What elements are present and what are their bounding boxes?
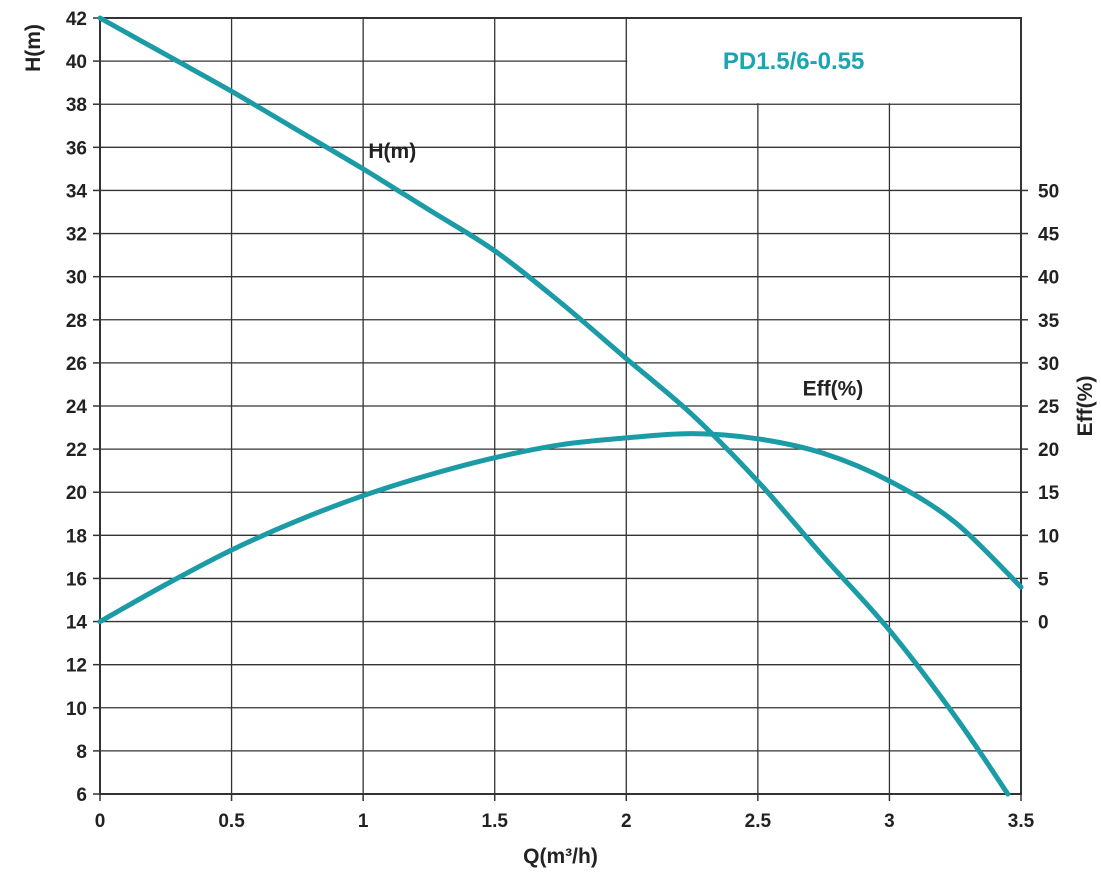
y-tick-label: 6 [76, 785, 87, 806]
y2-tick-label: 45 [1038, 225, 1060, 246]
y-tick-label: 38 [66, 95, 87, 116]
y-tick-label: 42 [66, 9, 87, 30]
y-tick-label: 8 [76, 742, 87, 763]
y-tick-label: 24 [66, 397, 88, 418]
y2-tick-label: 50 [1038, 181, 1059, 202]
y-tick-label: 28 [66, 311, 87, 332]
y2-tick-label: 40 [1038, 268, 1059, 289]
x-axis-label: Q(m³/h) [523, 845, 598, 868]
y-tick-label: 26 [66, 354, 87, 375]
eff-curve [97, 431, 1024, 625]
x-tick-label: 1 [358, 811, 369, 832]
eff-curve-label: Eff(%) [803, 378, 864, 401]
x-tick-labels: 0 0.5 1 1.5 2 2.5 3 3.5 [95, 811, 1035, 832]
y2-tick-label: 5 [1038, 569, 1049, 590]
y2-tick-label: 35 [1038, 311, 1060, 332]
curve-labels: H(m) Eff(%) [368, 140, 863, 401]
y-tick-label: 34 [66, 181, 88, 202]
model-title-box: PD1.5/6-0.55 [627, 19, 1020, 104]
x-tick-label: 0 [95, 811, 106, 832]
y2-tick-label: 10 [1038, 526, 1059, 547]
y2-tick-label: 15 [1038, 483, 1060, 504]
y-tick-label: 10 [66, 699, 87, 720]
y2-tick-label: 30 [1038, 354, 1059, 375]
x-tick-label: 2 [621, 811, 632, 832]
y-tick-label: 14 [66, 613, 88, 634]
y2-tick-labels: 0 5 10 15 20 25 30 35 40 45 50 [1038, 181, 1060, 633]
y2-tick-label: 20 [1038, 440, 1059, 461]
y-tick-label: 22 [66, 440, 87, 461]
y2-axis-label: Eff(%) [1074, 376, 1097, 437]
head-curve-label: H(m) [368, 140, 416, 163]
plot-frame [93, 17, 1028, 801]
y-tick-label: 20 [66, 483, 87, 504]
curves [97, 15, 1024, 797]
y2-tick-label: 25 [1038, 397, 1060, 418]
x-tick-label: 3.5 [1008, 811, 1035, 832]
x-tick-label: 0.5 [218, 811, 245, 832]
y2-tick-label: 0 [1038, 613, 1049, 634]
y-axis-label: H(m) [22, 24, 45, 72]
x-tick-label: 2.5 [745, 811, 772, 832]
chart-title: PD1.5/6-0.55 [723, 48, 864, 75]
x-tick-label: 3 [884, 811, 895, 832]
y-tick-label: 18 [66, 526, 87, 547]
grid-lines [99, 17, 1022, 795]
y-tick-label: 12 [66, 656, 87, 677]
y-tick-labels: 6 8 10 12 14 16 18 20 22 24 26 28 30 32 34 36 38 40 42 [66, 9, 88, 806]
y-tick-label: 32 [66, 225, 87, 246]
y-tick-label: 36 [66, 138, 87, 159]
head-curve [97, 15, 1011, 797]
y-tick-label: 16 [66, 569, 87, 590]
y-tick-label: 30 [66, 268, 87, 289]
x-tick-label: 1.5 [482, 811, 509, 832]
y-tick-label: 40 [66, 52, 87, 73]
